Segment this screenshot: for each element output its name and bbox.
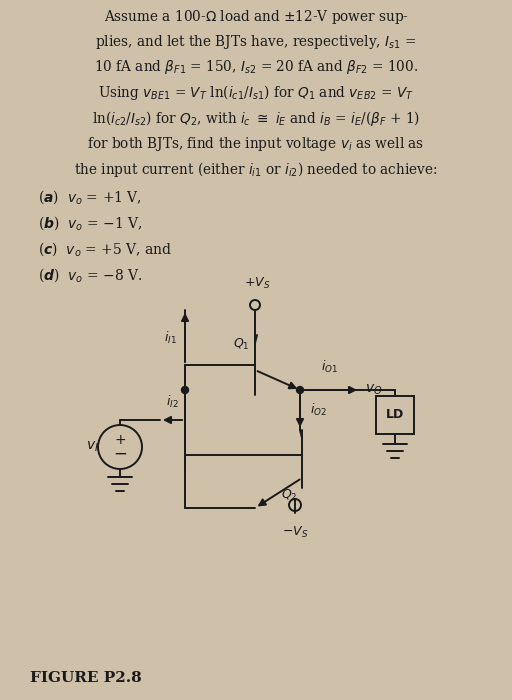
Text: $Q_2$: $Q_2$	[281, 488, 297, 503]
Text: $v_O$: $v_O$	[365, 383, 382, 397]
Text: $i_{O1}$: $i_{O1}$	[322, 359, 338, 375]
Text: $-V_S$: $-V_S$	[282, 525, 308, 540]
Text: FIGURE P2.8: FIGURE P2.8	[30, 671, 142, 685]
Text: $Q_1$: $Q_1$	[233, 337, 250, 352]
Text: −: −	[113, 445, 127, 463]
Text: ($\boldsymbol{b}$)  $v_o$ = $-$1 V,: ($\boldsymbol{b}$) $v_o$ = $-$1 V,	[38, 214, 142, 232]
Text: Assume a 100-$\Omega$ load and $\pm$12-V power sup-
plies, and let the BJTs have: Assume a 100-$\Omega$ load and $\pm$12-V…	[74, 8, 438, 179]
Circle shape	[296, 386, 304, 393]
Bar	[376, 396, 414, 434]
Text: $i_{I2}$: $i_{I2}$	[166, 394, 179, 410]
Text: $i_{O2}$: $i_{O2}$	[310, 402, 327, 418]
Text: $+V_S$: $+V_S$	[244, 276, 270, 291]
Text: LD: LD	[386, 409, 404, 421]
Text: $v_I$: $v_I$	[86, 440, 98, 454]
Text: $i_{I1}$: $i_{I1}$	[164, 330, 177, 346]
Circle shape	[181, 386, 188, 393]
Text: ($\boldsymbol{a}$)  $v_o$ = +1 V,: ($\boldsymbol{a}$) $v_o$ = +1 V,	[38, 188, 142, 206]
Text: ($\boldsymbol{c}$)  $v_o$ = +5 V, and: ($\boldsymbol{c}$) $v_o$ = +5 V, and	[38, 240, 173, 258]
Text: ($\boldsymbol{d}$)  $v_o$ = $-$8 V.: ($\boldsymbol{d}$) $v_o$ = $-$8 V.	[38, 266, 142, 284]
Text: +: +	[114, 433, 126, 447]
